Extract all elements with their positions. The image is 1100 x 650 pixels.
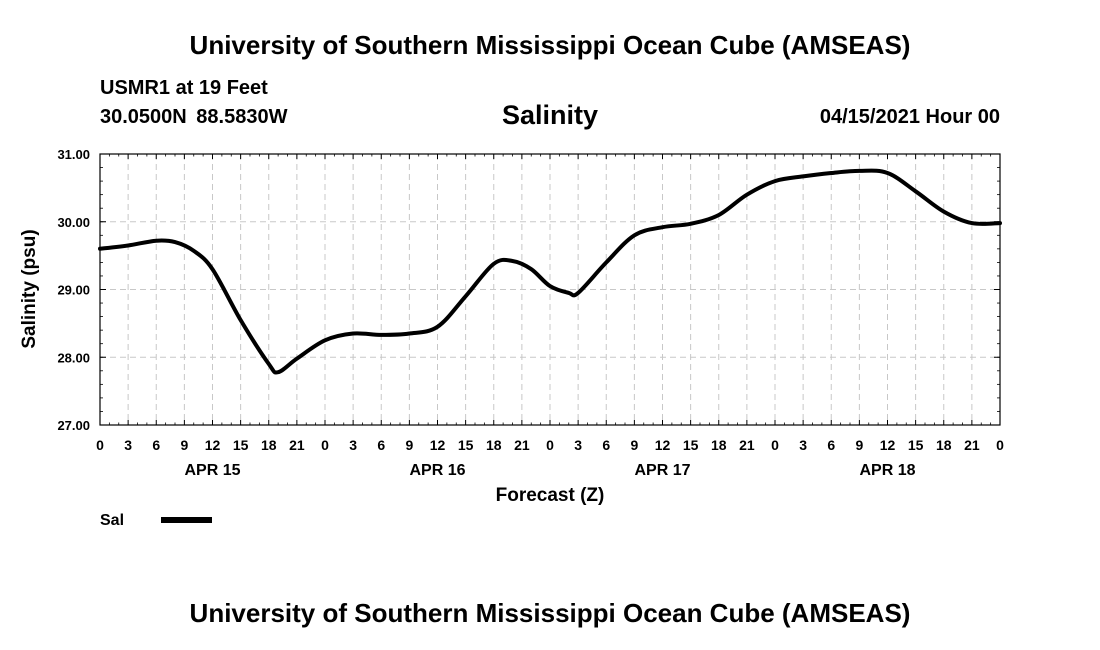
- x-tick-label: 18: [261, 437, 277, 453]
- chart-title: Salinity: [501, 100, 599, 130]
- x-tick-label: 15: [233, 437, 249, 453]
- x-tick-label: 6: [602, 437, 610, 453]
- x-tick-label: 0: [546, 437, 554, 453]
- run-time: 04/15/2021 Hour 00: [819, 106, 1000, 128]
- x-tick-label: 18: [486, 437, 502, 453]
- axis-labels: 0 3 6 9 12 15 18 21 0 3 6 9 12 15 18 21 0 3 6 9 12 15 18 21 0 3 6 9…: [57, 147, 1004, 479]
- footer-title: University of Southern Mississippi Ocean…: [189, 598, 911, 628]
- x-tick-label: 6: [827, 437, 835, 453]
- x-tick-label: 0: [771, 437, 779, 453]
- x-tick-label: 21: [289, 437, 305, 453]
- x-tick-label: 0: [321, 437, 329, 453]
- y-tick-label: 27.00: [57, 418, 90, 433]
- x-tick-label: 9: [405, 437, 413, 453]
- x-axis-label: Forecast (Z): [496, 485, 605, 506]
- y-tick-label: 31.00: [57, 147, 90, 162]
- x-tick-label: 3: [799, 437, 807, 453]
- y-tick-label: 29.00: [57, 283, 90, 298]
- grid: [100, 154, 1000, 425]
- x-tick-label: 21: [514, 437, 530, 453]
- station-coordinates: 30.0500N 88.5830W: [100, 106, 288, 128]
- date-label: APR 18: [859, 462, 915, 479]
- x-tick-label: 12: [430, 437, 446, 453]
- date-label: APR 16: [409, 462, 465, 479]
- page-title: University of Southern Mississippi Ocean…: [189, 30, 911, 60]
- x-tick-label: 12: [205, 437, 221, 453]
- date-label: APR 15: [184, 462, 240, 479]
- x-tick-label: 6: [152, 437, 160, 453]
- x-tick-label: 21: [964, 437, 980, 453]
- y-tick-label: 30.00: [57, 215, 90, 230]
- x-tick-label: 12: [655, 437, 671, 453]
- x-tick-label: 12: [880, 437, 896, 453]
- x-tick-label: 21: [739, 437, 755, 453]
- legend-label: Sal: [100, 512, 124, 529]
- x-tick-label: 0: [996, 437, 1004, 453]
- y-axis-label: Salinity (psu): [19, 229, 40, 348]
- x-tick-label: 18: [936, 437, 952, 453]
- x-tick-label: 3: [574, 437, 582, 453]
- x-tick-label: 9: [855, 437, 863, 453]
- date-label: APR 17: [634, 462, 690, 479]
- x-tick-label: 3: [124, 437, 132, 453]
- x-tick-label: 0: [96, 437, 104, 453]
- x-tick-label: 15: [908, 437, 924, 453]
- legend-swatch: [161, 517, 212, 523]
- salinity-series-line: [98, 168, 1002, 375]
- x-tick-label: 9: [630, 437, 638, 453]
- x-tick-label: 15: [458, 437, 474, 453]
- y-tick-label: 28.00: [57, 350, 90, 365]
- x-tick-label: 15: [683, 437, 699, 453]
- station-label: USMR1 at 19 Feet: [100, 77, 268, 99]
- x-tick-label: 6: [377, 437, 385, 453]
- x-tick-label: 3: [349, 437, 357, 453]
- x-tick-label: 9: [180, 437, 188, 453]
- x-tick-label: 18: [711, 437, 727, 453]
